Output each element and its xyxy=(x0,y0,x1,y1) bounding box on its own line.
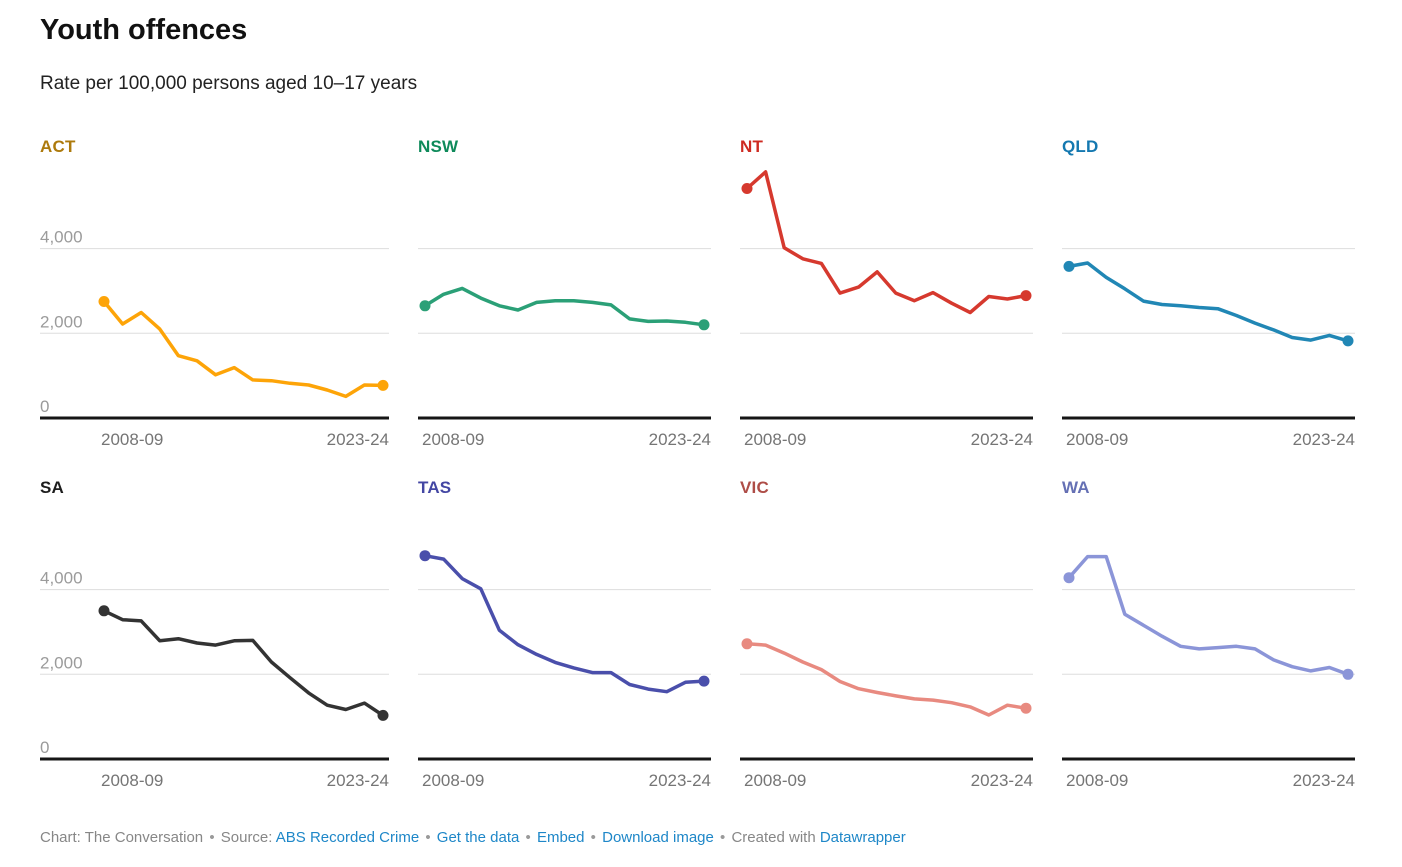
chart-subtitle: Rate per 100,000 persons aged 10–17 year… xyxy=(40,73,418,94)
x-tick-label-start: 2008-09 xyxy=(101,771,163,790)
source-link[interactable]: ABS Recorded Crime xyxy=(275,829,420,846)
created-with-label: Created with xyxy=(731,829,816,846)
panel-label-sa: SA xyxy=(40,478,65,497)
nt-line xyxy=(745,170,1028,315)
nt-start-dot xyxy=(741,183,753,194)
panel-qld: QLD 2008-09 2023-24 xyxy=(1062,137,1355,452)
panel-nsw: NSW 2008-09 2023-24 xyxy=(418,137,711,452)
tas-start-dot xyxy=(419,550,431,562)
tas-end-dot xyxy=(698,675,710,687)
panel-label-nsw: NSW xyxy=(418,137,459,156)
separator: • xyxy=(525,829,531,846)
vic-end-dot xyxy=(1020,702,1032,714)
nsw-line xyxy=(423,286,706,327)
small-multiples-grid: ACT 4,000 2,000 0 2008-09 2023-24 NSW 2008-09 20… xyxy=(40,137,1357,793)
y-tick-label-0: 0 xyxy=(40,738,49,757)
nt-end-dot xyxy=(1020,290,1032,302)
chart-page: Youth offences Rate per 100,000 persons … xyxy=(40,14,1357,847)
separator: • xyxy=(209,829,215,846)
panel-label-act: ACT xyxy=(40,137,76,156)
get-the-data-link[interactable]: Get the data xyxy=(436,829,520,846)
panel-nt: NT 2008-09 2023-24 xyxy=(740,137,1033,452)
x-tick-label-start: 2008-09 xyxy=(101,430,163,449)
y-tick-label-2000: 2,000 xyxy=(40,653,83,672)
embed-link[interactable]: Embed xyxy=(536,829,585,846)
vic-start-dot xyxy=(741,638,753,650)
wa-end-dot xyxy=(1342,668,1354,680)
x-tick-label-end: 2023-24 xyxy=(971,430,1033,449)
nt-chart: 2008-09 2023-24 xyxy=(740,170,1033,449)
act-chart: 4,000 2,000 0 2008-09 2023-24 xyxy=(40,228,389,449)
sa-line xyxy=(102,609,385,718)
panel-sa: SA 4,000 2,000 0 2008-09 2023-24 xyxy=(40,478,389,793)
nsw-chart: 2008-09 2023-24 xyxy=(418,248,711,449)
x-tick-label-end: 2023-24 xyxy=(1293,430,1355,449)
act-line xyxy=(102,299,385,399)
separator: • xyxy=(590,829,596,846)
wa-line xyxy=(1067,554,1350,677)
panel-act: ACT 4,000 2,000 0 2008-09 2023-24 xyxy=(40,137,389,452)
x-tick-label-end: 2023-24 xyxy=(327,771,389,790)
download-image-link[interactable]: Download image xyxy=(602,829,714,846)
act-start-dot xyxy=(98,296,110,307)
x-tick-label-end: 2023-24 xyxy=(649,430,711,449)
footer-credits: Chart: The Conversation • Source: ABS Re… xyxy=(40,829,1357,847)
tas-chart: 2008-09 2023-24 xyxy=(418,550,711,790)
panel-tas: TAS 2008-09 2023-24 xyxy=(418,478,711,793)
x-tick-label-end: 2023-24 xyxy=(971,771,1033,790)
x-tick-label-start: 2008-09 xyxy=(744,430,806,449)
x-tick-label-end: 2023-24 xyxy=(1293,771,1355,790)
panel-label-qld: QLD xyxy=(1062,137,1099,156)
y-tick-label-0: 0 xyxy=(40,397,49,416)
x-tick-label-start: 2008-09 xyxy=(1066,771,1128,790)
separator: • xyxy=(425,829,431,846)
panel-label-tas: TAS xyxy=(418,478,452,497)
vic-line xyxy=(745,642,1028,717)
x-tick-label-end: 2023-24 xyxy=(327,430,389,449)
page-title: Youth offences xyxy=(40,14,248,46)
wa-chart: 2008-09 2023-24 xyxy=(1062,554,1355,790)
y-tick-label-4000: 4,000 xyxy=(40,569,83,588)
x-tick-label-start: 2008-09 xyxy=(1066,430,1128,449)
sa-end-dot xyxy=(377,709,389,721)
tas-line xyxy=(423,553,706,694)
source-label: Source: xyxy=(220,829,273,846)
nsw-start-dot xyxy=(419,300,431,312)
panel-vic: VIC 2008-09 2023-24 xyxy=(740,478,1033,793)
sa-chart: 4,000 2,000 0 2008-09 2023-24 xyxy=(40,569,389,790)
x-tick-label-start: 2008-09 xyxy=(744,771,806,790)
panel-wa: WA 2008-09 2023-24 xyxy=(1062,478,1355,793)
nsw-end-dot xyxy=(698,319,710,331)
y-tick-label-4000: 4,000 xyxy=(40,228,83,247)
x-tick-label-start: 2008-09 xyxy=(422,430,484,449)
datawrapper-link[interactable]: Datawrapper xyxy=(819,829,906,846)
panel-label-vic: VIC xyxy=(740,478,769,497)
qld-start-dot xyxy=(1063,260,1075,272)
act-end-dot xyxy=(377,379,389,391)
qld-end-dot xyxy=(1342,335,1354,347)
x-tick-label-start: 2008-09 xyxy=(422,771,484,790)
y-tick-label-2000: 2,000 xyxy=(40,312,83,331)
wa-start-dot xyxy=(1063,572,1075,584)
panel-label-nt: NT xyxy=(740,137,764,156)
vic-chart: 2008-09 2023-24 xyxy=(740,589,1033,790)
qld-chart: 2008-09 2023-24 xyxy=(1062,248,1355,449)
chart-credit: Chart: The Conversation xyxy=(40,829,204,846)
qld-line xyxy=(1067,261,1350,343)
sa-start-dot xyxy=(98,605,110,617)
separator: • xyxy=(720,829,726,846)
panel-label-wa: WA xyxy=(1062,478,1090,497)
x-tick-label-end: 2023-24 xyxy=(649,771,711,790)
